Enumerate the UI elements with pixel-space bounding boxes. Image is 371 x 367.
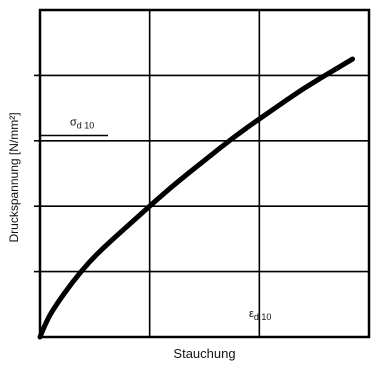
grid	[40, 10, 369, 337]
plot-frame	[40, 10, 369, 337]
epsilon-annotation: εd 10	[249, 308, 271, 322]
y-axis-label: Druckspannung [N/mm²]	[7, 112, 21, 242]
data-series-line	[40, 59, 353, 337]
x-axis-label: Stauchung	[173, 346, 235, 361]
epsilon-subscript: d 10	[254, 312, 272, 322]
sigma-subscript: d 10	[77, 121, 95, 131]
sigma-annotation: σd 10	[70, 117, 94, 131]
